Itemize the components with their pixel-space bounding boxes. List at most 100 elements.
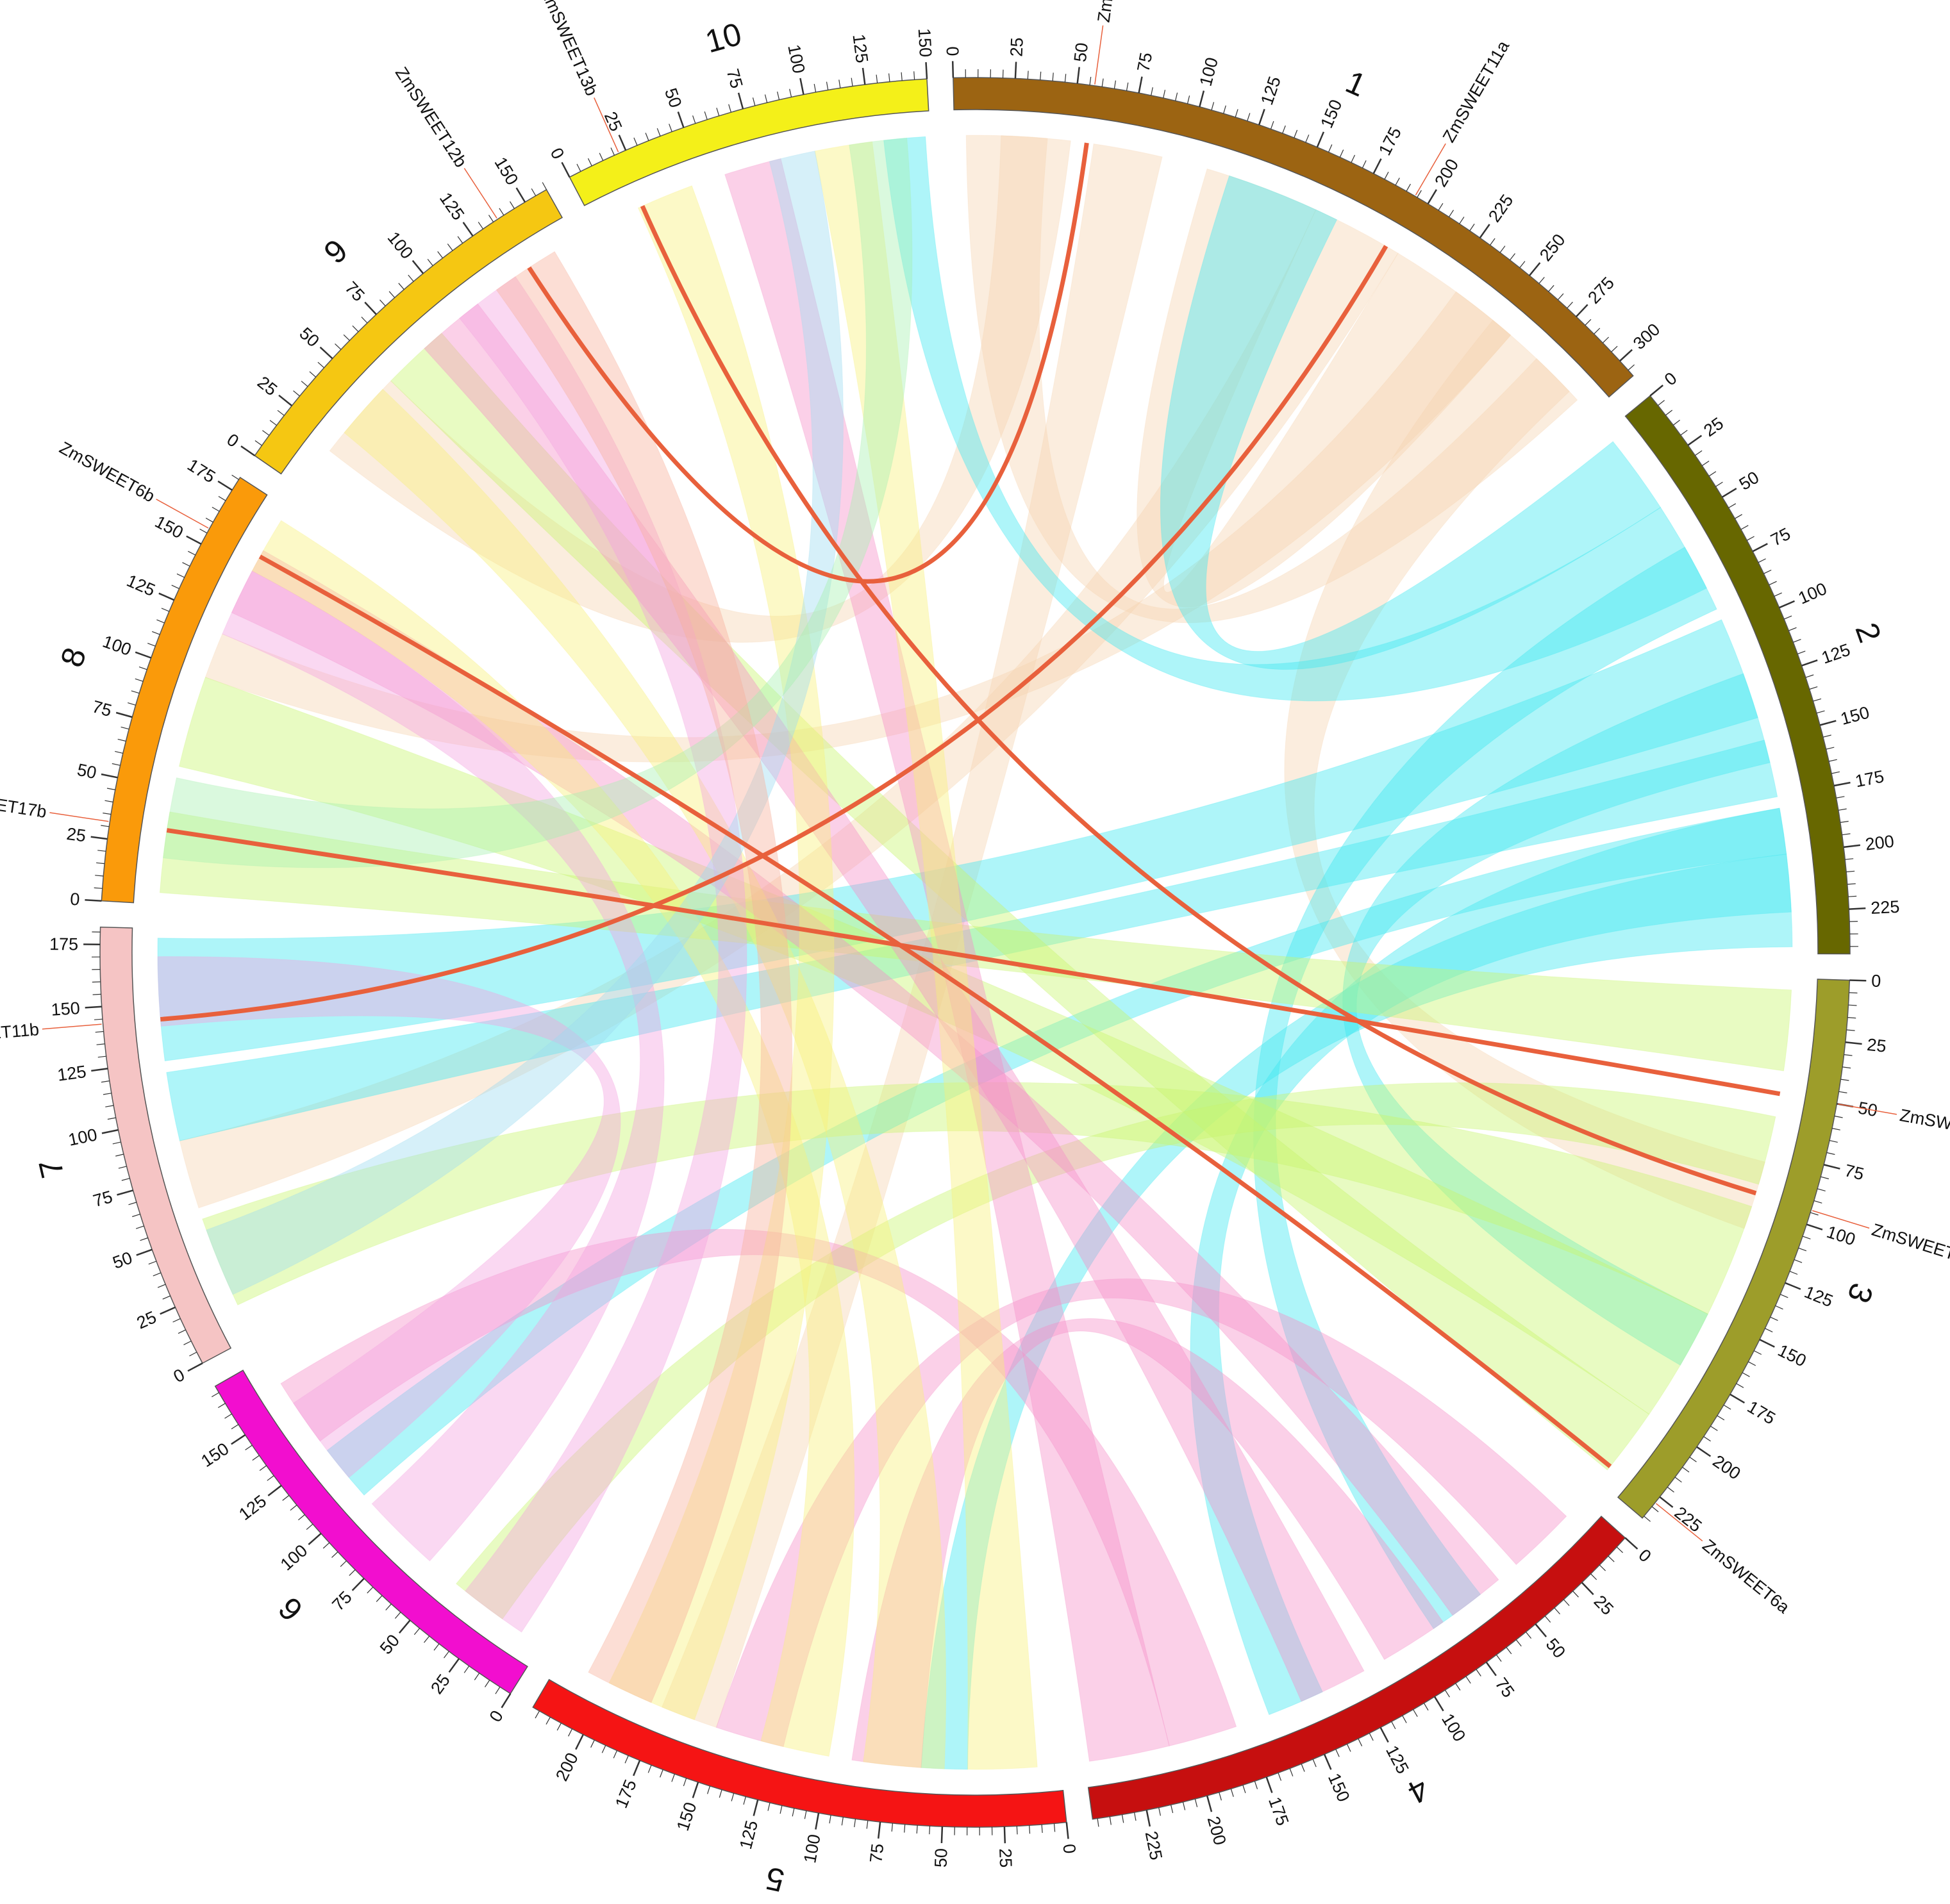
gene-label-ZmSWEET11a: ZmSWEET11a	[1439, 37, 1513, 145]
tick-label: 100	[800, 1833, 824, 1865]
minor-tick	[1834, 1115, 1843, 1118]
minor-tick	[309, 371, 317, 377]
minor-tick	[447, 244, 453, 251]
minor-tick	[1230, 1789, 1234, 1797]
minor-tick	[1651, 1506, 1659, 1512]
major-tick	[1752, 543, 1768, 552]
minor-tick	[1278, 1773, 1282, 1781]
minor-tick	[1519, 261, 1526, 269]
minor-tick	[1599, 1564, 1606, 1571]
minor-tick	[1490, 238, 1496, 245]
major-tick	[1779, 600, 1795, 609]
minor-tick	[531, 188, 537, 196]
minor-tick	[813, 83, 817, 92]
major-tick	[115, 711, 133, 718]
minor-tick	[199, 528, 208, 534]
minor-tick	[1572, 1591, 1579, 1598]
minor-tick	[779, 1805, 783, 1814]
minor-tick	[1769, 581, 1777, 586]
minor-tick	[457, 236, 463, 244]
minor-tick	[1838, 808, 1847, 811]
minor-tick	[151, 631, 160, 635]
minor-tick	[499, 208, 504, 216]
minor-tick	[1548, 285, 1554, 292]
major-tick	[1696, 1446, 1712, 1457]
minor-tick	[1423, 1703, 1429, 1711]
minor-tick	[398, 283, 404, 290]
minor-tick	[826, 81, 829, 90]
minor-tick	[1351, 154, 1356, 163]
minor-tick	[153, 1272, 162, 1277]
synteny-ribbon	[231, 550, 1499, 1616]
minor-tick	[1689, 1457, 1697, 1462]
minor-tick	[929, 1826, 931, 1835]
minor-tick	[394, 1612, 401, 1619]
link-layer	[157, 135, 1793, 1770]
major-tick	[136, 1248, 153, 1256]
minor-tick	[535, 1710, 540, 1719]
synteny-ribbon	[1137, 168, 1512, 608]
major-tick	[618, 135, 627, 151]
synteny-ribbon	[326, 807, 1787, 1496]
minor-tick	[317, 361, 324, 368]
minor-tick	[1840, 1079, 1849, 1081]
tick-label: 25	[1866, 1035, 1887, 1056]
tick-label: 125	[736, 1818, 762, 1851]
minor-tick	[1695, 450, 1703, 456]
minor-tick	[656, 128, 661, 137]
tick-label: 200	[552, 1750, 582, 1784]
minor-tick	[1126, 82, 1129, 91]
major-tick	[351, 1578, 365, 1591]
tick-label: 200	[1710, 1452, 1744, 1484]
minor-tick	[437, 251, 444, 259]
minor-tick	[478, 222, 483, 229]
synteny-ribbon	[159, 811, 1792, 1072]
minor-tick	[1211, 102, 1215, 110]
minor-tick	[1151, 87, 1153, 96]
minor-tick	[1842, 1066, 1851, 1069]
minor-tick	[1680, 429, 1688, 436]
minor-tick	[792, 1808, 795, 1817]
major-tick	[448, 1658, 460, 1673]
minor-tick	[1753, 1350, 1762, 1355]
minor-tick	[704, 111, 708, 120]
minor-tick	[1391, 1721, 1396, 1730]
minor-tick	[293, 390, 300, 397]
chromosome-8-label: 8	[53, 643, 93, 672]
minor-tick	[1171, 1805, 1174, 1814]
tick-label: 175	[1744, 1397, 1779, 1428]
minor-tick	[1402, 1715, 1407, 1723]
minor-tick	[1840, 820, 1849, 823]
major-tick	[1065, 1822, 1069, 1839]
minor-tick	[1628, 364, 1635, 371]
synteny-ribbon	[206, 151, 844, 1295]
gene-label-ZmSWEET6b: ZmSWEET6b	[56, 438, 158, 506]
minor-tick	[1328, 144, 1333, 153]
minor-tick	[1097, 1818, 1099, 1827]
minor-tick	[1515, 1639, 1522, 1647]
major-tick	[515, 187, 526, 203]
minor-tick	[546, 1717, 551, 1725]
minor-tick	[1763, 569, 1772, 574]
chromosome-3-label: 3	[1840, 1279, 1880, 1308]
minor-tick	[1723, 1404, 1731, 1410]
tick-label: 0	[1661, 368, 1681, 390]
minor-tick	[463, 1666, 470, 1673]
minor-tick	[1846, 870, 1855, 873]
minor-tick	[1506, 1647, 1512, 1655]
major-tick	[1619, 349, 1633, 362]
synteny-ribbon	[202, 1082, 1753, 1315]
minor-tick	[599, 153, 604, 161]
tick-label: 200	[1204, 1814, 1230, 1847]
major-tick	[398, 1619, 411, 1634]
tick-label: 25	[254, 372, 281, 399]
synteny-ribbon	[329, 135, 1071, 643]
minor-tick	[1448, 210, 1454, 217]
minor-tick	[1611, 345, 1618, 352]
tick-label: 75	[341, 278, 368, 305]
major-tick	[501, 1693, 512, 1709]
tick-label: 175	[184, 455, 219, 486]
minor-tick	[1715, 481, 1723, 487]
minor-tick	[1567, 301, 1573, 309]
minor-tick	[376, 1595, 383, 1602]
